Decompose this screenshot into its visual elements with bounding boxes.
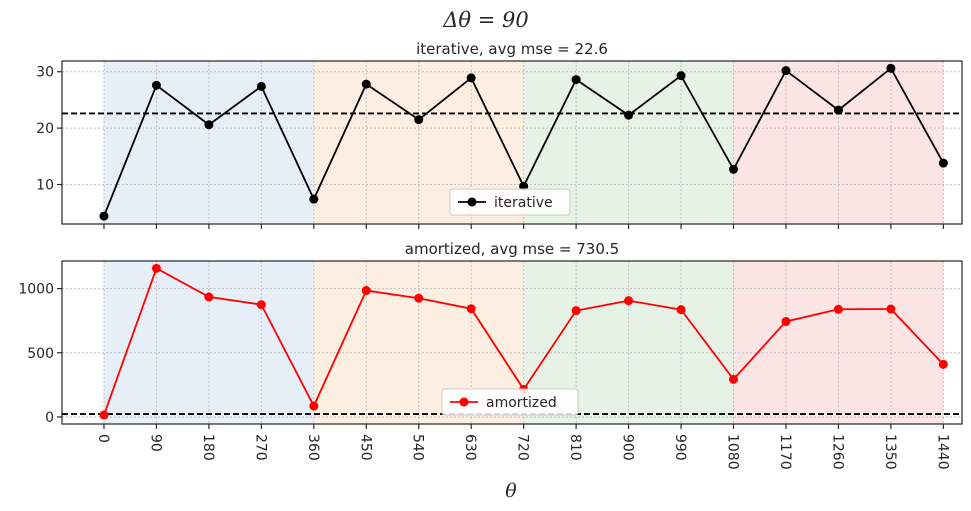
amortized-data-point [256, 300, 266, 310]
amortized-data-point [309, 401, 319, 411]
iterative-data-point [519, 181, 529, 191]
y-tick-label: 20 [36, 121, 54, 137]
iterative-data-point [833, 105, 843, 115]
amortized-panel: 0 500 1000 0 90 180 270 360 450 540 630 720 810 900 99… [18, 240, 963, 470]
amortized-data-point [676, 305, 686, 315]
x-tick-label: 90 [147, 434, 163, 452]
legend-box [441, 388, 579, 416]
x-tick-label: 630 [462, 434, 478, 461]
x-tick-label: 990 [672, 434, 688, 461]
axes-frame [61, 260, 963, 425]
x-tick-label: 810 [567, 434, 583, 461]
amortized-data-point [204, 292, 214, 302]
y-tick-label: 0 [45, 410, 54, 426]
iterative-data-point [361, 79, 371, 89]
legend-marker-swatch [467, 197, 477, 207]
legend-marker-swatch [459, 397, 469, 407]
x-tick-label: 1170 [777, 434, 793, 470]
iterative-data-point [309, 194, 319, 204]
panel-title: iterative, avg mse = 22.6 [416, 40, 608, 58]
x-tick-label: 720 [515, 434, 531, 461]
x-tick-label: 1260 [829, 434, 845, 470]
x-tick-label: 1440 [934, 434, 950, 470]
amortized-data-point [938, 359, 948, 369]
iterative-data-point [571, 75, 581, 85]
iterative-data-point [676, 71, 686, 81]
iterative-data-point [781, 66, 791, 76]
amortized-data-point [886, 304, 896, 314]
amortized-data-point [99, 410, 109, 420]
x-tick-label: 450 [357, 434, 373, 461]
amortized-data-point [781, 316, 791, 326]
amortized-data-point [624, 296, 634, 306]
y-tick-label: 500 [27, 346, 54, 362]
amortized-data-point [571, 306, 581, 316]
amortized-data-point [414, 293, 424, 303]
iterative-data-point [151, 80, 161, 90]
x-axis-label: θ [505, 480, 517, 502]
amortized-data-point [466, 304, 476, 314]
iterative-data-point [256, 81, 266, 91]
x-tick-label: 900 [620, 434, 636, 461]
x-tick-label: 360 [305, 434, 321, 461]
iterative-data-point [938, 158, 948, 168]
x-tick-label: 1350 [882, 434, 898, 470]
x-tick-label: 540 [410, 434, 426, 461]
panel-title: amortized, avg mse = 730.5 [405, 240, 619, 258]
iterative-data-point [414, 115, 424, 125]
legend-box [449, 188, 571, 216]
iterative-data-point [886, 63, 896, 73]
amortized-data-point [729, 374, 739, 384]
amortized-data-point [833, 304, 843, 314]
iterative-data-point [729, 164, 739, 174]
iterative-data-point [624, 110, 634, 120]
y-tick-label: 1000 [18, 282, 54, 298]
iterative-panel: 10 20 30 iterative, avg mse = 22.6 iterative [36, 40, 963, 229]
legend-label: amortized [486, 395, 557, 411]
x-tick-label: 270 [252, 434, 268, 461]
x-tick-label: 1080 [725, 434, 741, 470]
figure-title: Δθ = 90 [442, 8, 528, 32]
iterative-data-point [466, 73, 476, 83]
amortized-data-point [151, 263, 161, 273]
x-tick-label: 0 [95, 434, 111, 443]
iterative-data-point [204, 120, 214, 130]
legend-label: iterative [494, 195, 553, 211]
x-tick-label: 180 [200, 434, 216, 461]
axes-frame [61, 60, 963, 225]
y-tick-label: 10 [36, 178, 54, 194]
amortized-data-point [361, 286, 371, 296]
iterative-data-point [99, 211, 109, 221]
y-tick-label: 30 [36, 65, 54, 81]
